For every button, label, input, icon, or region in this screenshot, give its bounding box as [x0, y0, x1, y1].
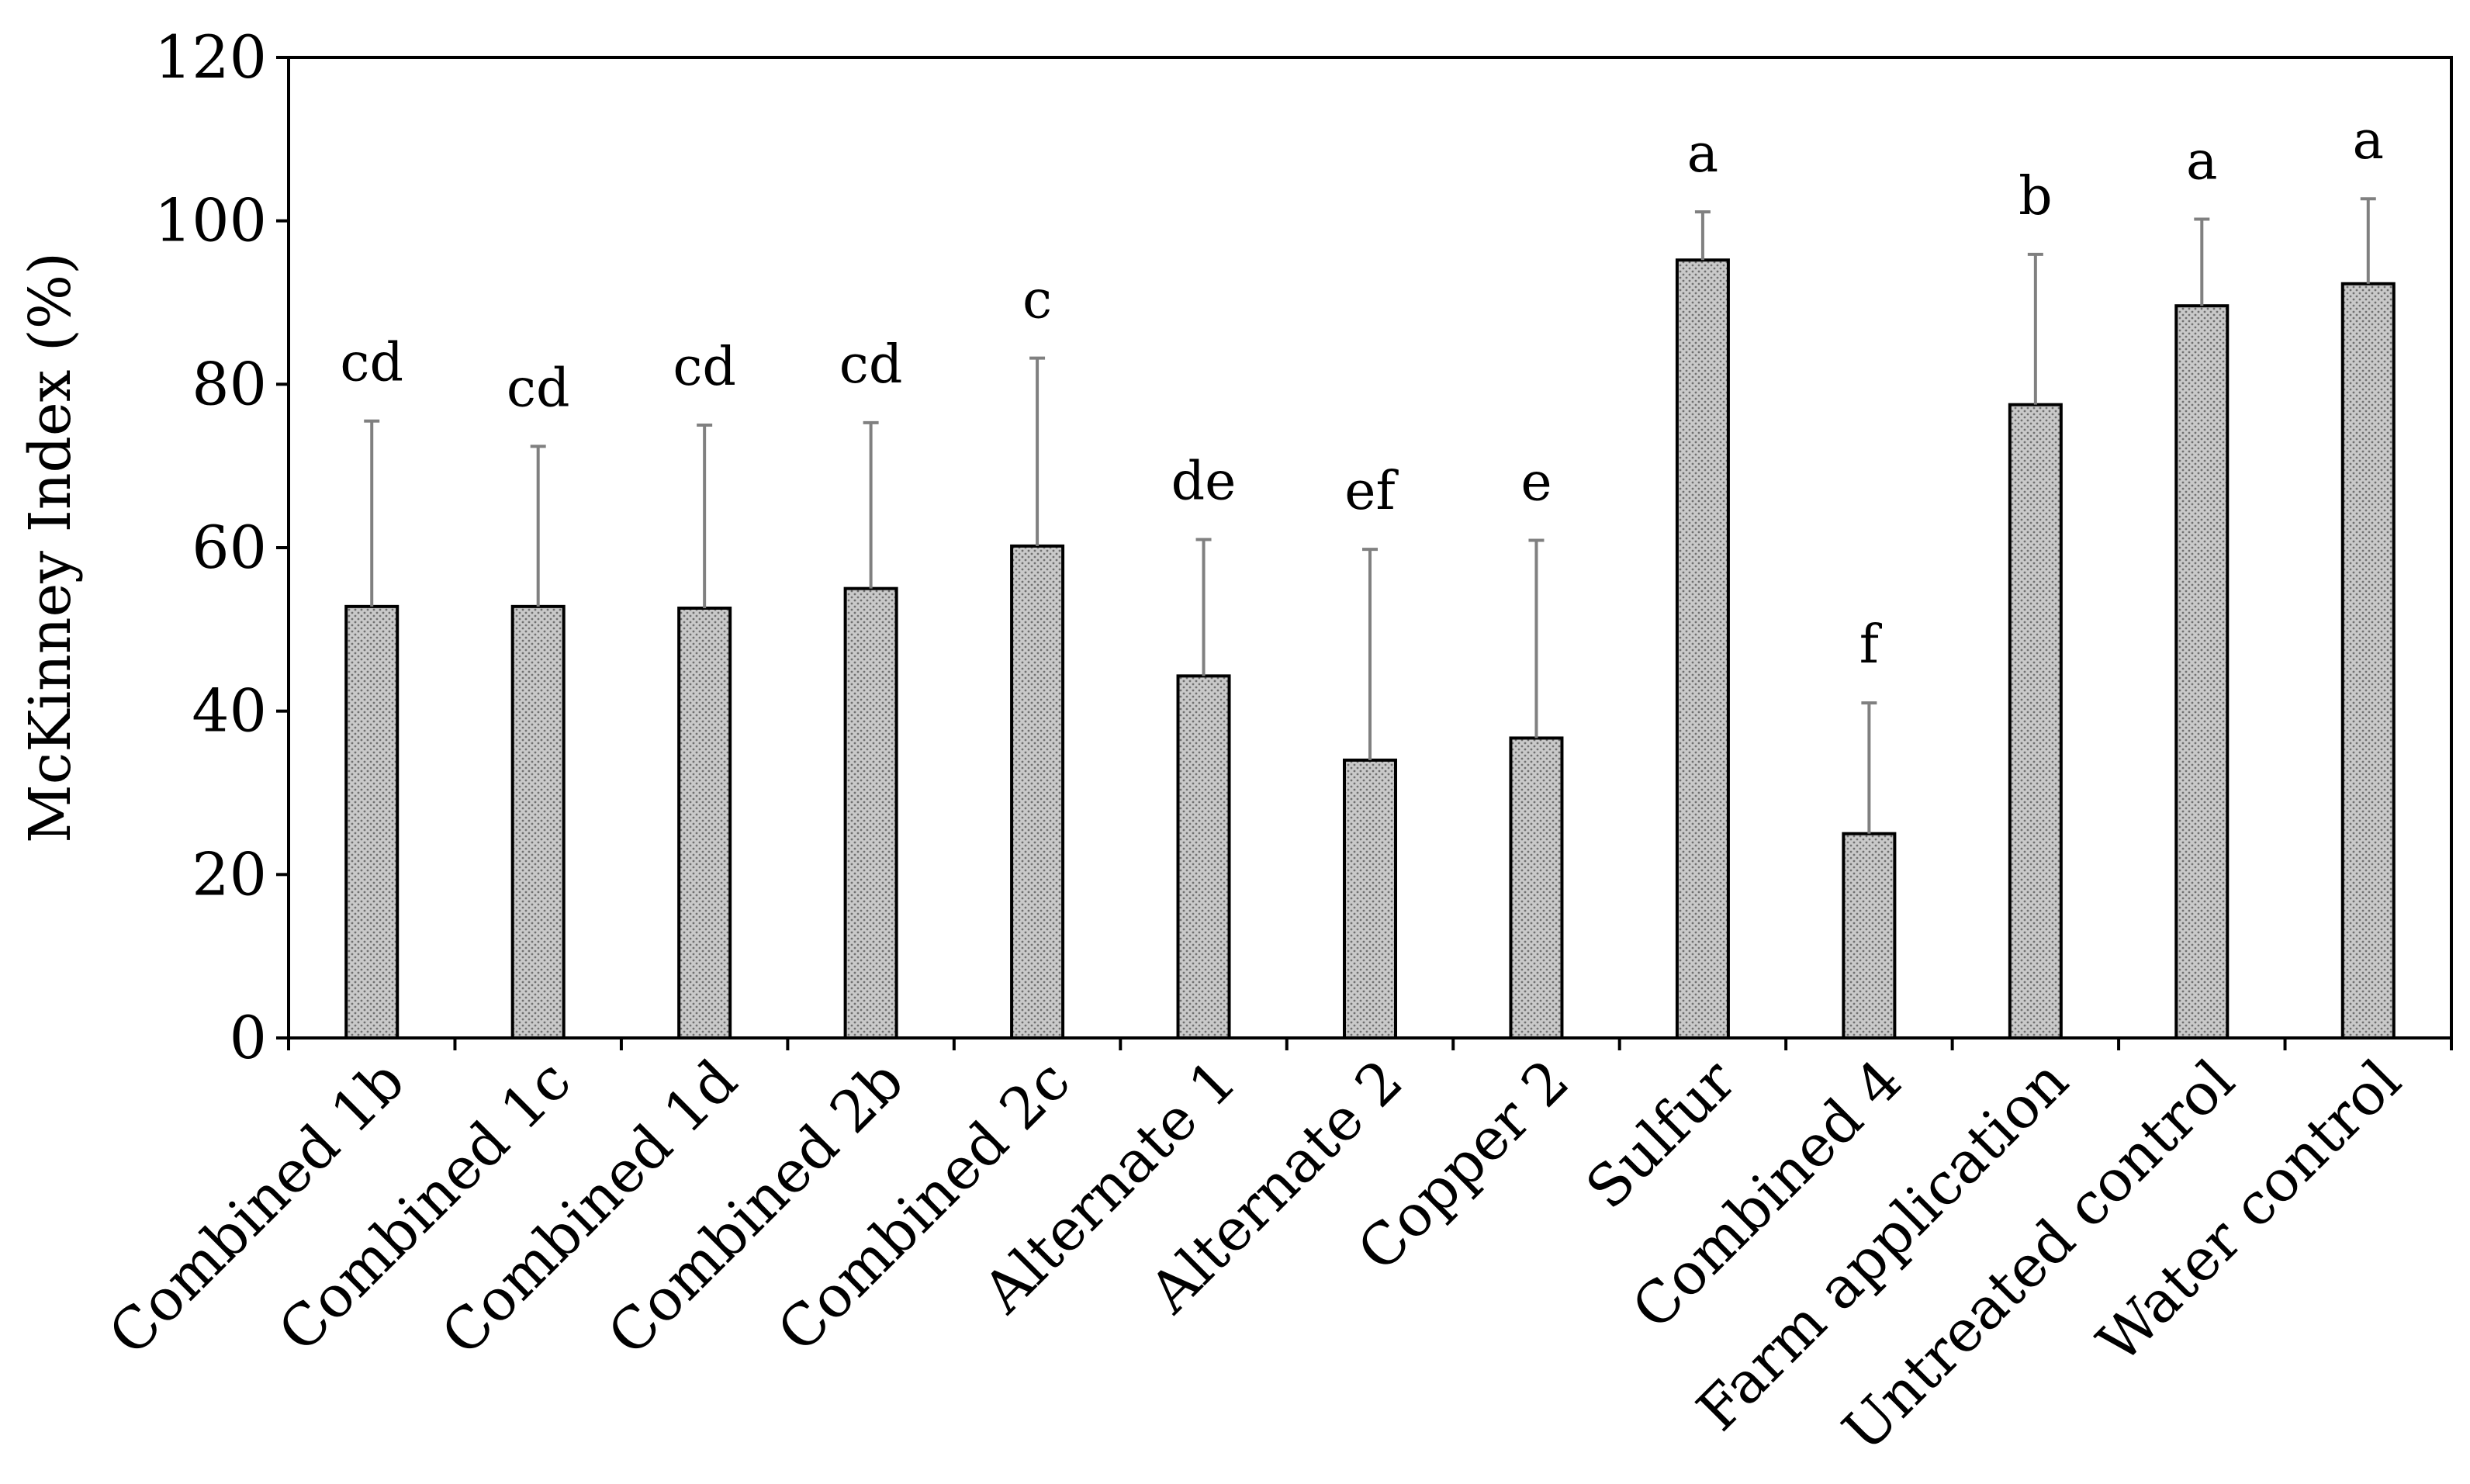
significance-letter: cd — [340, 333, 403, 394]
bar — [1842, 832, 1897, 1039]
x-axis-label: Combined 1d — [429, 1047, 750, 1368]
x-axis-ticks — [287, 1038, 2453, 1050]
y-tick-label: 80 — [192, 349, 267, 418]
significance-letter: b — [2019, 166, 2053, 227]
y-tick-label: 60 — [192, 513, 267, 582]
significance-letter: de — [1171, 451, 1237, 512]
significance-letter: e — [1520, 452, 1552, 514]
y-tick-label: 100 — [154, 186, 267, 255]
significance-letter: ef — [1344, 461, 1399, 522]
significance-letter: c — [1022, 270, 1052, 331]
bar — [1509, 736, 1564, 1040]
bar — [843, 586, 898, 1039]
error-bars — [364, 197, 2376, 834]
significance-letters: cd cd cd cd c de ef e a f b a a — [340, 110, 2384, 676]
bar — [344, 604, 400, 1039]
x-axis-label: Combined 1c — [266, 1047, 584, 1365]
y-axis-title: McKinney Index (%) — [17, 252, 84, 843]
significance-letter: cd — [839, 334, 903, 396]
y-tick-label: 0 — [230, 1003, 267, 1072]
bar — [2174, 304, 2230, 1040]
bar — [2008, 403, 2063, 1039]
bar — [677, 606, 732, 1039]
bar — [1343, 758, 1397, 1039]
significance-letter: a — [1687, 123, 1719, 185]
bar — [1010, 544, 1065, 1039]
y-tick-label: 40 — [192, 676, 267, 745]
significance-letter: a — [2186, 131, 2218, 192]
significance-letter: cd — [673, 337, 736, 398]
y-axis-ticks: 0 20 40 60 80 100 120 — [154, 22, 289, 1072]
bar — [1675, 258, 1730, 1039]
bar — [510, 604, 566, 1039]
x-axis-label: Water control — [2085, 1047, 2414, 1376]
x-axis-label: Combined 2b — [596, 1047, 917, 1368]
x-axis-label: Combined 2c — [765, 1047, 1083, 1365]
bar — [1176, 674, 1231, 1040]
y-tick-label: 120 — [154, 22, 267, 92]
significance-letter: a — [2352, 110, 2384, 171]
bars — [344, 258, 2396, 1040]
y-tick-label: 20 — [192, 839, 267, 908]
significance-letter: f — [1859, 614, 1883, 676]
x-axis-label: Combined 1b — [96, 1047, 417, 1368]
significance-letter: cd — [507, 358, 570, 419]
bar — [2340, 282, 2396, 1040]
